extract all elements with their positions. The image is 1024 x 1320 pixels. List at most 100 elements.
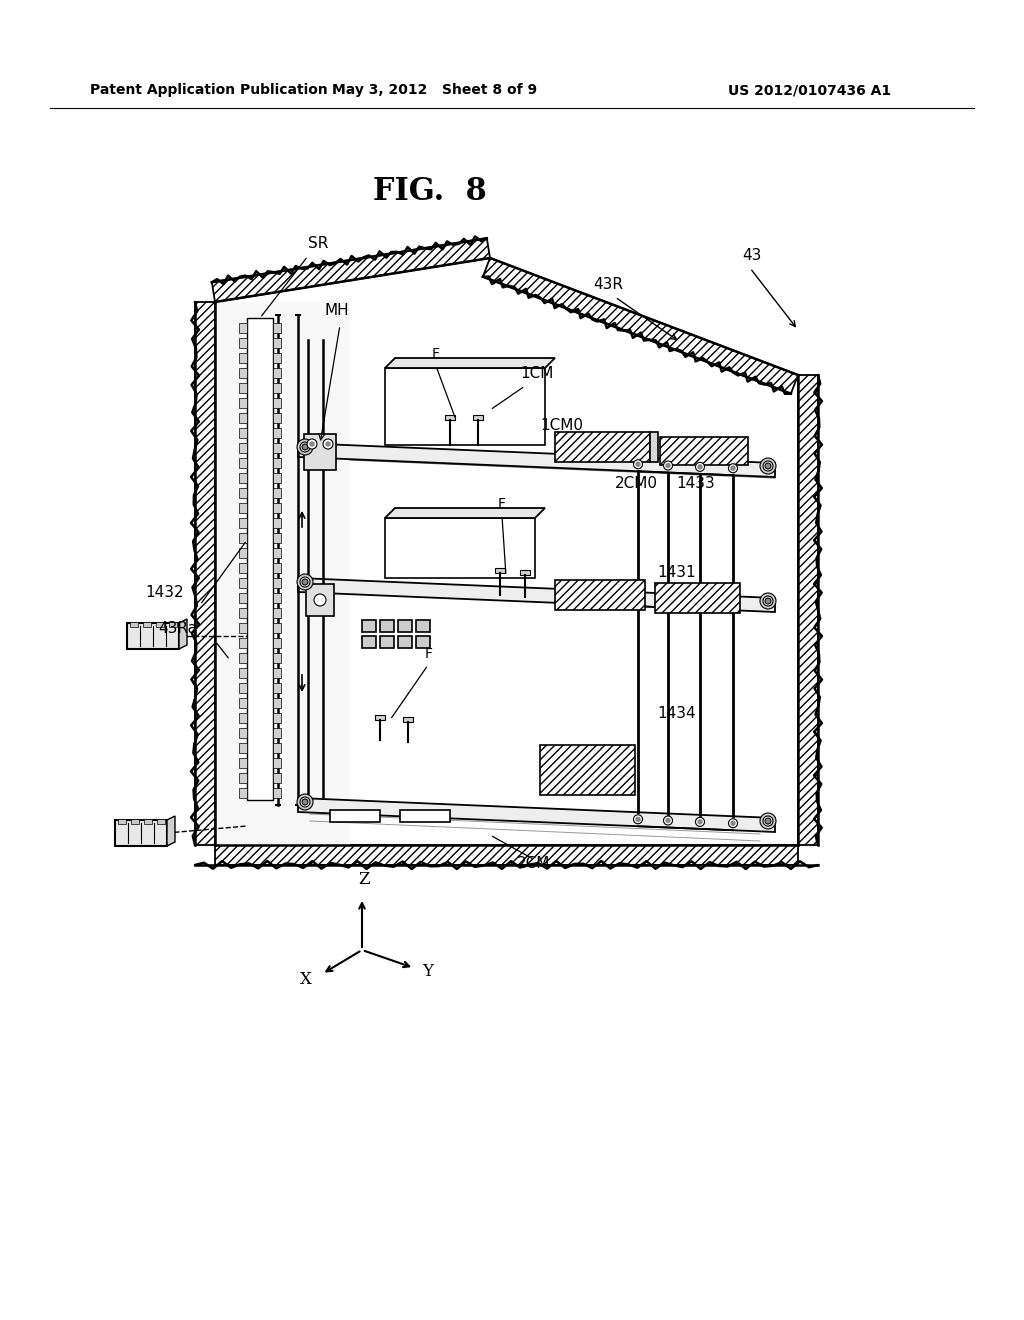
Polygon shape xyxy=(239,623,247,634)
Polygon shape xyxy=(273,788,281,799)
Circle shape xyxy=(760,458,776,474)
Polygon shape xyxy=(212,238,490,302)
Polygon shape xyxy=(380,636,394,648)
Polygon shape xyxy=(273,564,281,573)
Polygon shape xyxy=(298,578,775,612)
Polygon shape xyxy=(306,583,334,616)
Circle shape xyxy=(310,442,314,446)
Polygon shape xyxy=(273,473,281,483)
Polygon shape xyxy=(179,619,187,649)
Polygon shape xyxy=(239,638,247,648)
Circle shape xyxy=(314,594,326,606)
Polygon shape xyxy=(362,620,376,632)
Text: 1431: 1431 xyxy=(657,565,695,579)
Text: X: X xyxy=(300,972,312,989)
Polygon shape xyxy=(273,458,281,469)
Text: 2CM0: 2CM0 xyxy=(615,477,658,491)
Polygon shape xyxy=(195,302,215,845)
Bar xyxy=(156,622,164,627)
Polygon shape xyxy=(239,564,247,573)
Polygon shape xyxy=(239,758,247,768)
Polygon shape xyxy=(239,593,247,603)
Polygon shape xyxy=(239,729,247,738)
Polygon shape xyxy=(385,368,545,445)
Polygon shape xyxy=(416,636,430,648)
Text: F: F xyxy=(498,498,506,511)
Circle shape xyxy=(728,818,737,828)
Polygon shape xyxy=(239,338,247,348)
Text: Patent Application Publication: Patent Application Publication xyxy=(90,83,328,96)
Polygon shape xyxy=(239,352,247,363)
Polygon shape xyxy=(239,548,247,558)
Circle shape xyxy=(763,597,773,606)
Text: 43R: 43R xyxy=(593,277,623,292)
Bar xyxy=(118,818,126,824)
Text: 43Ra: 43Ra xyxy=(158,620,197,636)
Bar xyxy=(130,818,138,824)
Polygon shape xyxy=(398,636,412,648)
Polygon shape xyxy=(239,323,247,333)
Polygon shape xyxy=(239,383,247,393)
Circle shape xyxy=(326,442,330,446)
Polygon shape xyxy=(239,368,247,378)
Polygon shape xyxy=(273,533,281,543)
Polygon shape xyxy=(273,578,281,587)
Polygon shape xyxy=(273,368,281,378)
Circle shape xyxy=(765,598,771,605)
Polygon shape xyxy=(445,414,455,420)
Polygon shape xyxy=(273,653,281,663)
Polygon shape xyxy=(239,413,247,422)
Polygon shape xyxy=(215,302,350,845)
Polygon shape xyxy=(239,428,247,438)
Polygon shape xyxy=(273,503,281,513)
Polygon shape xyxy=(239,698,247,708)
Circle shape xyxy=(300,442,310,451)
Circle shape xyxy=(636,817,640,821)
Polygon shape xyxy=(239,774,247,783)
Circle shape xyxy=(323,440,333,449)
Text: FIG.  8: FIG. 8 xyxy=(373,177,486,207)
Polygon shape xyxy=(273,413,281,422)
Circle shape xyxy=(634,814,642,824)
Polygon shape xyxy=(655,583,740,612)
Polygon shape xyxy=(215,257,798,845)
Text: 1CM0: 1CM0 xyxy=(540,418,583,433)
Circle shape xyxy=(300,577,310,587)
Polygon shape xyxy=(115,820,167,846)
Circle shape xyxy=(307,440,317,449)
Circle shape xyxy=(300,797,310,807)
Circle shape xyxy=(763,816,773,826)
Bar xyxy=(129,622,137,627)
Text: Y: Y xyxy=(422,964,433,981)
Text: 2CM: 2CM xyxy=(517,855,550,871)
Polygon shape xyxy=(483,257,798,393)
Circle shape xyxy=(765,463,771,469)
Circle shape xyxy=(760,593,776,609)
Polygon shape xyxy=(239,503,247,513)
Polygon shape xyxy=(495,568,505,573)
Polygon shape xyxy=(330,810,380,822)
Polygon shape xyxy=(555,579,645,610)
Circle shape xyxy=(695,817,705,826)
Bar xyxy=(142,622,151,627)
Polygon shape xyxy=(273,444,281,453)
Polygon shape xyxy=(239,682,247,693)
Circle shape xyxy=(297,440,313,455)
Polygon shape xyxy=(273,517,281,528)
Polygon shape xyxy=(400,810,450,822)
Polygon shape xyxy=(660,437,748,465)
Polygon shape xyxy=(127,623,179,649)
Polygon shape xyxy=(375,715,385,719)
Text: Z: Z xyxy=(358,871,370,888)
Circle shape xyxy=(302,579,308,585)
Text: F: F xyxy=(425,647,433,661)
Bar xyxy=(169,622,176,627)
Polygon shape xyxy=(273,682,281,693)
Polygon shape xyxy=(239,488,247,498)
Circle shape xyxy=(728,463,737,473)
Polygon shape xyxy=(273,338,281,348)
Polygon shape xyxy=(215,845,798,865)
Polygon shape xyxy=(416,620,430,632)
Polygon shape xyxy=(239,743,247,752)
Circle shape xyxy=(666,818,670,822)
